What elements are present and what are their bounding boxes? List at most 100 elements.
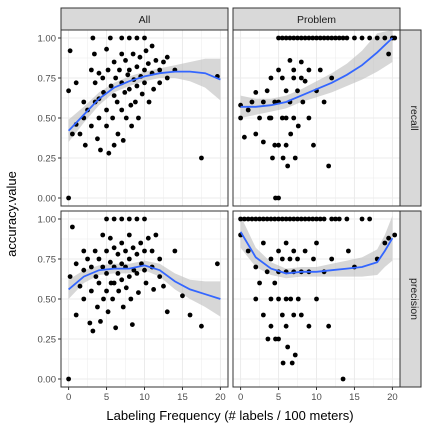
data-point: [329, 257, 334, 262]
data-point: [392, 233, 397, 238]
data-point: [112, 60, 117, 65]
data-point: [74, 261, 79, 266]
data-point: [89, 265, 94, 270]
data-point: [138, 241, 143, 246]
data-point: [344, 217, 349, 222]
data-point: [85, 257, 90, 262]
data-point: [284, 143, 289, 148]
data-point: [199, 324, 204, 329]
data-point: [112, 93, 117, 98]
data-point: [100, 233, 105, 238]
data-point: [261, 313, 266, 318]
data-point: [97, 116, 102, 121]
data-point: [261, 140, 266, 145]
data-point: [199, 156, 204, 161]
data-point: [112, 245, 117, 250]
data-point: [276, 143, 281, 148]
data-point: [326, 164, 331, 169]
data-point: [276, 68, 281, 73]
data-point: [147, 100, 152, 105]
data-point: [151, 287, 156, 292]
data-point: [142, 80, 147, 85]
data-point: [117, 68, 122, 73]
data-point: [250, 100, 255, 105]
data-point: [127, 233, 132, 238]
data-point: [303, 249, 308, 254]
data-point: [116, 132, 121, 137]
x-tick-label: 5: [276, 392, 281, 403]
data-point: [140, 92, 145, 97]
data-point: [113, 325, 118, 330]
data-point: [280, 76, 285, 81]
data-point: [314, 241, 319, 246]
data-point: [151, 87, 156, 92]
data-point: [133, 100, 138, 105]
data-point: [66, 88, 71, 93]
data-point: [382, 241, 387, 246]
data-point: [119, 108, 124, 113]
data-point: [135, 271, 140, 276]
data-point: [101, 297, 106, 302]
data-point: [285, 164, 290, 169]
data-point: [276, 297, 281, 302]
data-point: [104, 108, 109, 113]
data-point: [269, 297, 274, 302]
data-point: [135, 217, 140, 222]
data-point: [135, 84, 140, 89]
data-point: [127, 36, 132, 41]
data-point: [281, 361, 286, 366]
data-point: [322, 100, 327, 105]
data-point: [261, 100, 266, 105]
x-tick-label: 10: [139, 392, 150, 403]
data-point: [322, 217, 327, 222]
data-point: [290, 361, 295, 366]
data-point: [83, 143, 88, 148]
data-point: [276, 337, 281, 342]
data-point: [150, 249, 155, 254]
data-point: [242, 135, 247, 140]
data-point: [97, 71, 102, 76]
data-point: [291, 68, 296, 73]
data-point: [269, 257, 274, 262]
data-point: [108, 236, 113, 241]
data-point: [116, 252, 121, 257]
x-tick-label: 20: [387, 392, 398, 403]
data-point: [293, 156, 298, 161]
data-point: [131, 52, 136, 57]
data-point: [270, 156, 275, 161]
y-tick-label: 0.75: [38, 254, 57, 265]
data-point: [285, 345, 290, 350]
data-point: [215, 261, 220, 266]
x-axis-title: Labeling Frequency (# labels / 100 meter…: [106, 408, 353, 423]
data-point: [106, 151, 111, 156]
data-point: [367, 36, 372, 41]
data-point: [257, 116, 262, 121]
data-point: [269, 76, 274, 81]
data-point: [112, 217, 117, 222]
x-tick-label: 15: [349, 392, 360, 403]
data-point: [78, 132, 83, 137]
data-point: [94, 274, 99, 279]
data-point: [104, 289, 109, 294]
data-point: [295, 88, 300, 93]
y-axis-title: accuracy.value: [4, 171, 19, 257]
data-point: [142, 268, 147, 273]
data-point: [300, 100, 305, 105]
data-point: [121, 305, 126, 310]
data-point: [104, 271, 109, 276]
data-point: [122, 90, 127, 95]
data-point: [150, 44, 155, 49]
data-point: [146, 236, 151, 241]
data-point: [382, 36, 387, 41]
data-point: [130, 322, 135, 327]
data-point: [165, 55, 170, 60]
data-point: [296, 297, 301, 302]
data-point: [119, 241, 124, 246]
data-point: [272, 281, 277, 286]
data-point: [303, 79, 308, 84]
y-tick-label: 0.25: [38, 153, 57, 164]
data-point: [257, 281, 262, 286]
data-point: [108, 260, 113, 265]
data-point: [280, 257, 285, 262]
data-point: [128, 103, 133, 108]
